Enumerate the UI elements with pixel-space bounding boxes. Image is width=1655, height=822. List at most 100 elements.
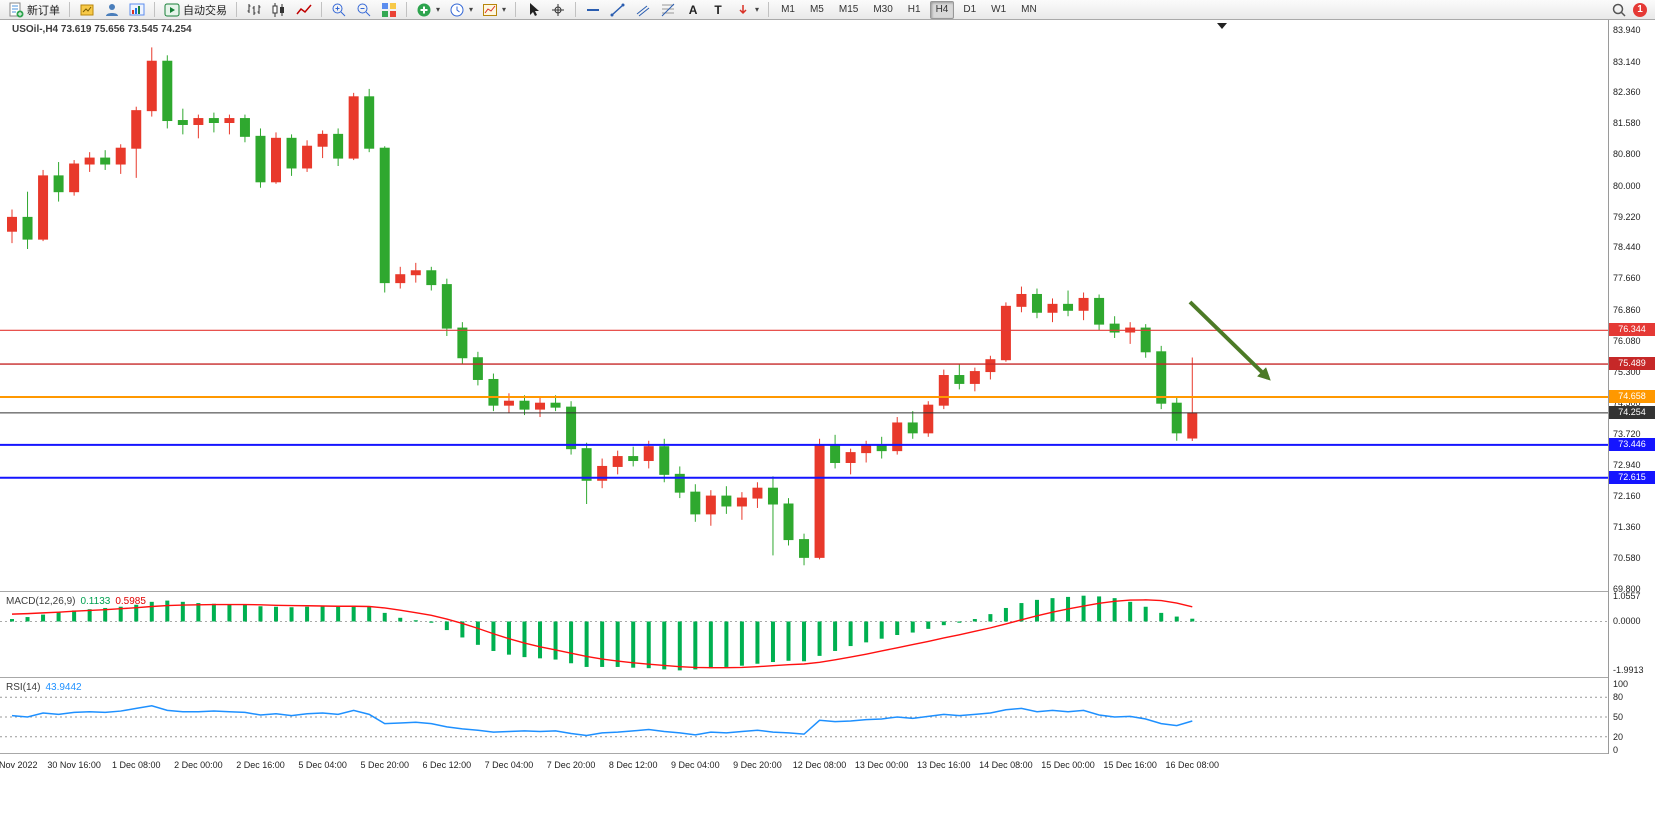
notification-badge[interactable]: 1 xyxy=(1633,2,1647,17)
crosshair-icon xyxy=(550,2,566,18)
macd-histogram-bar xyxy=(833,621,838,651)
candle xyxy=(426,266,437,291)
autotrade-button[interactable]: 自动交易 xyxy=(160,0,231,20)
candle xyxy=(705,490,716,526)
macd-panel[interactable] xyxy=(0,592,1608,678)
market-watch-button[interactable] xyxy=(75,0,99,20)
candle xyxy=(22,191,33,250)
arrows-tool-button[interactable]: ▾ xyxy=(731,0,763,20)
search-icon[interactable] xyxy=(1611,2,1627,18)
zoom-in-button[interactable] xyxy=(327,0,351,20)
time-axis[interactable]: 30 Nov 2022 30 Nov 16:00 1 Dec 08:00 2 Dec … xyxy=(0,754,1655,782)
candle xyxy=(721,486,732,514)
candle xyxy=(410,262,421,283)
candle xyxy=(1016,286,1027,313)
line-chart-type-button[interactable] xyxy=(292,0,316,20)
rsi-label: RSI(14) 43.9442 xyxy=(6,682,82,693)
timeframe-m5[interactable]: M5 xyxy=(809,3,824,15)
timeframe-h1[interactable]: H1 xyxy=(907,3,921,15)
macd-histogram-bar xyxy=(553,621,558,660)
price-axis-label: 80.000 xyxy=(1613,180,1641,191)
label-tool-button[interactable]: T xyxy=(706,0,730,20)
time-axis-label: 16 Dec 08:00 xyxy=(1165,760,1220,770)
candle xyxy=(566,401,577,455)
timeframe-h4[interactable]: H4 xyxy=(929,0,955,19)
price-axis-label: 74.500 xyxy=(1613,398,1641,409)
candle xyxy=(985,355,996,380)
candle xyxy=(736,492,747,520)
time-axis-label: 13 Dec 00:00 xyxy=(854,760,909,770)
timeframe-m1[interactable]: M1 xyxy=(781,3,795,15)
timeframe-mn[interactable]: MN xyxy=(1021,3,1037,15)
time-axis-label: 15 Dec 16:00 xyxy=(1103,760,1157,770)
terminal-button[interactable] xyxy=(125,0,149,20)
indicators-button[interactable]: ▾ xyxy=(412,0,444,20)
candle xyxy=(938,369,949,410)
macd-histogram-bar xyxy=(305,606,310,622)
text-tool-button[interactable]: A xyxy=(681,0,705,20)
toolbar-separator xyxy=(154,2,155,17)
arrows-icon xyxy=(735,2,751,18)
time-axis-label: 12 Dec 08:00 xyxy=(792,760,847,770)
timeframe-w1[interactable]: W1 xyxy=(991,3,1007,15)
trend-arrow-annotation[interactable] xyxy=(1188,300,1271,381)
horizontal-line-tool-button[interactable] xyxy=(581,0,605,20)
macd-histogram-bar xyxy=(1128,601,1133,622)
price-axis[interactable]: 83.940 83.140 82.360 81.580 80.800 80.000 79.2… xyxy=(1608,20,1655,755)
rsi-axis-label: 100 xyxy=(1613,679,1629,689)
panel-splitter[interactable] xyxy=(0,753,1655,754)
macd-histogram-bar xyxy=(211,603,216,622)
price-axis-label: 76.860 xyxy=(1613,304,1641,315)
autotrade-icon xyxy=(164,2,180,18)
candle xyxy=(783,498,794,546)
periods-button[interactable]: ▾ xyxy=(445,0,477,20)
candle xyxy=(1187,357,1198,441)
candle xyxy=(767,476,778,556)
price-axis-label: 75.300 xyxy=(1613,366,1641,377)
panel-splitter[interactable] xyxy=(0,677,1655,678)
timeframe-d1[interactable]: D1 xyxy=(963,3,977,15)
price-axis-label: 72.160 xyxy=(1613,490,1641,501)
timeframe-m15[interactable]: M15 xyxy=(838,3,859,15)
horizontal-line-icon xyxy=(585,2,601,18)
candle xyxy=(84,152,95,172)
candle xyxy=(69,160,80,196)
profile-icon xyxy=(104,2,120,18)
bar-chart-type-button[interactable] xyxy=(242,0,266,20)
rsi-panel[interactable] xyxy=(0,678,1608,754)
macd-histogram-bar xyxy=(879,621,884,639)
tile-windows-button[interactable] xyxy=(377,0,401,20)
candle xyxy=(535,397,546,418)
panel-splitter[interactable] xyxy=(0,591,1655,592)
macd-histogram-bar xyxy=(1050,598,1055,622)
cursor-button[interactable] xyxy=(521,0,545,20)
macd-signal-line xyxy=(11,599,1193,669)
profile-button[interactable] xyxy=(100,0,124,20)
market-watch-icon xyxy=(79,2,95,18)
macd-histogram-bar xyxy=(615,621,620,667)
candle xyxy=(488,373,499,412)
chart-shift-marker[interactable] xyxy=(1217,23,1227,29)
price-chart[interactable] xyxy=(0,20,1608,592)
trendline-tool-button[interactable] xyxy=(606,0,630,20)
crosshair-button[interactable] xyxy=(546,0,570,20)
new-order-button[interactable]: 新订单 xyxy=(4,0,64,20)
timeframe-m30[interactable]: M30 xyxy=(873,3,893,15)
template-button[interactable]: ▾ xyxy=(478,0,510,20)
symbol-ohlc-label: USOil-,H4 73.619 75.656 73.545 74.254 xyxy=(12,24,192,35)
channel-tool-button[interactable] xyxy=(631,0,655,20)
candle xyxy=(131,106,142,178)
macd-axis-label: 1.0557 xyxy=(1613,590,1641,601)
candle xyxy=(162,55,173,129)
price-axis-label: 83.140 xyxy=(1613,56,1641,67)
zoom-out-button[interactable] xyxy=(352,0,376,20)
rsi-line xyxy=(11,705,1193,737)
fibonacci-tool-button[interactable] xyxy=(656,0,680,20)
macd-histogram-bar xyxy=(274,606,279,622)
candle xyxy=(1171,397,1182,441)
candle xyxy=(1078,292,1089,321)
candle xyxy=(752,482,763,508)
candle xyxy=(317,130,328,159)
autotrade-label: 自动交易 xyxy=(183,4,227,17)
candlestick-type-button[interactable] xyxy=(267,0,291,20)
